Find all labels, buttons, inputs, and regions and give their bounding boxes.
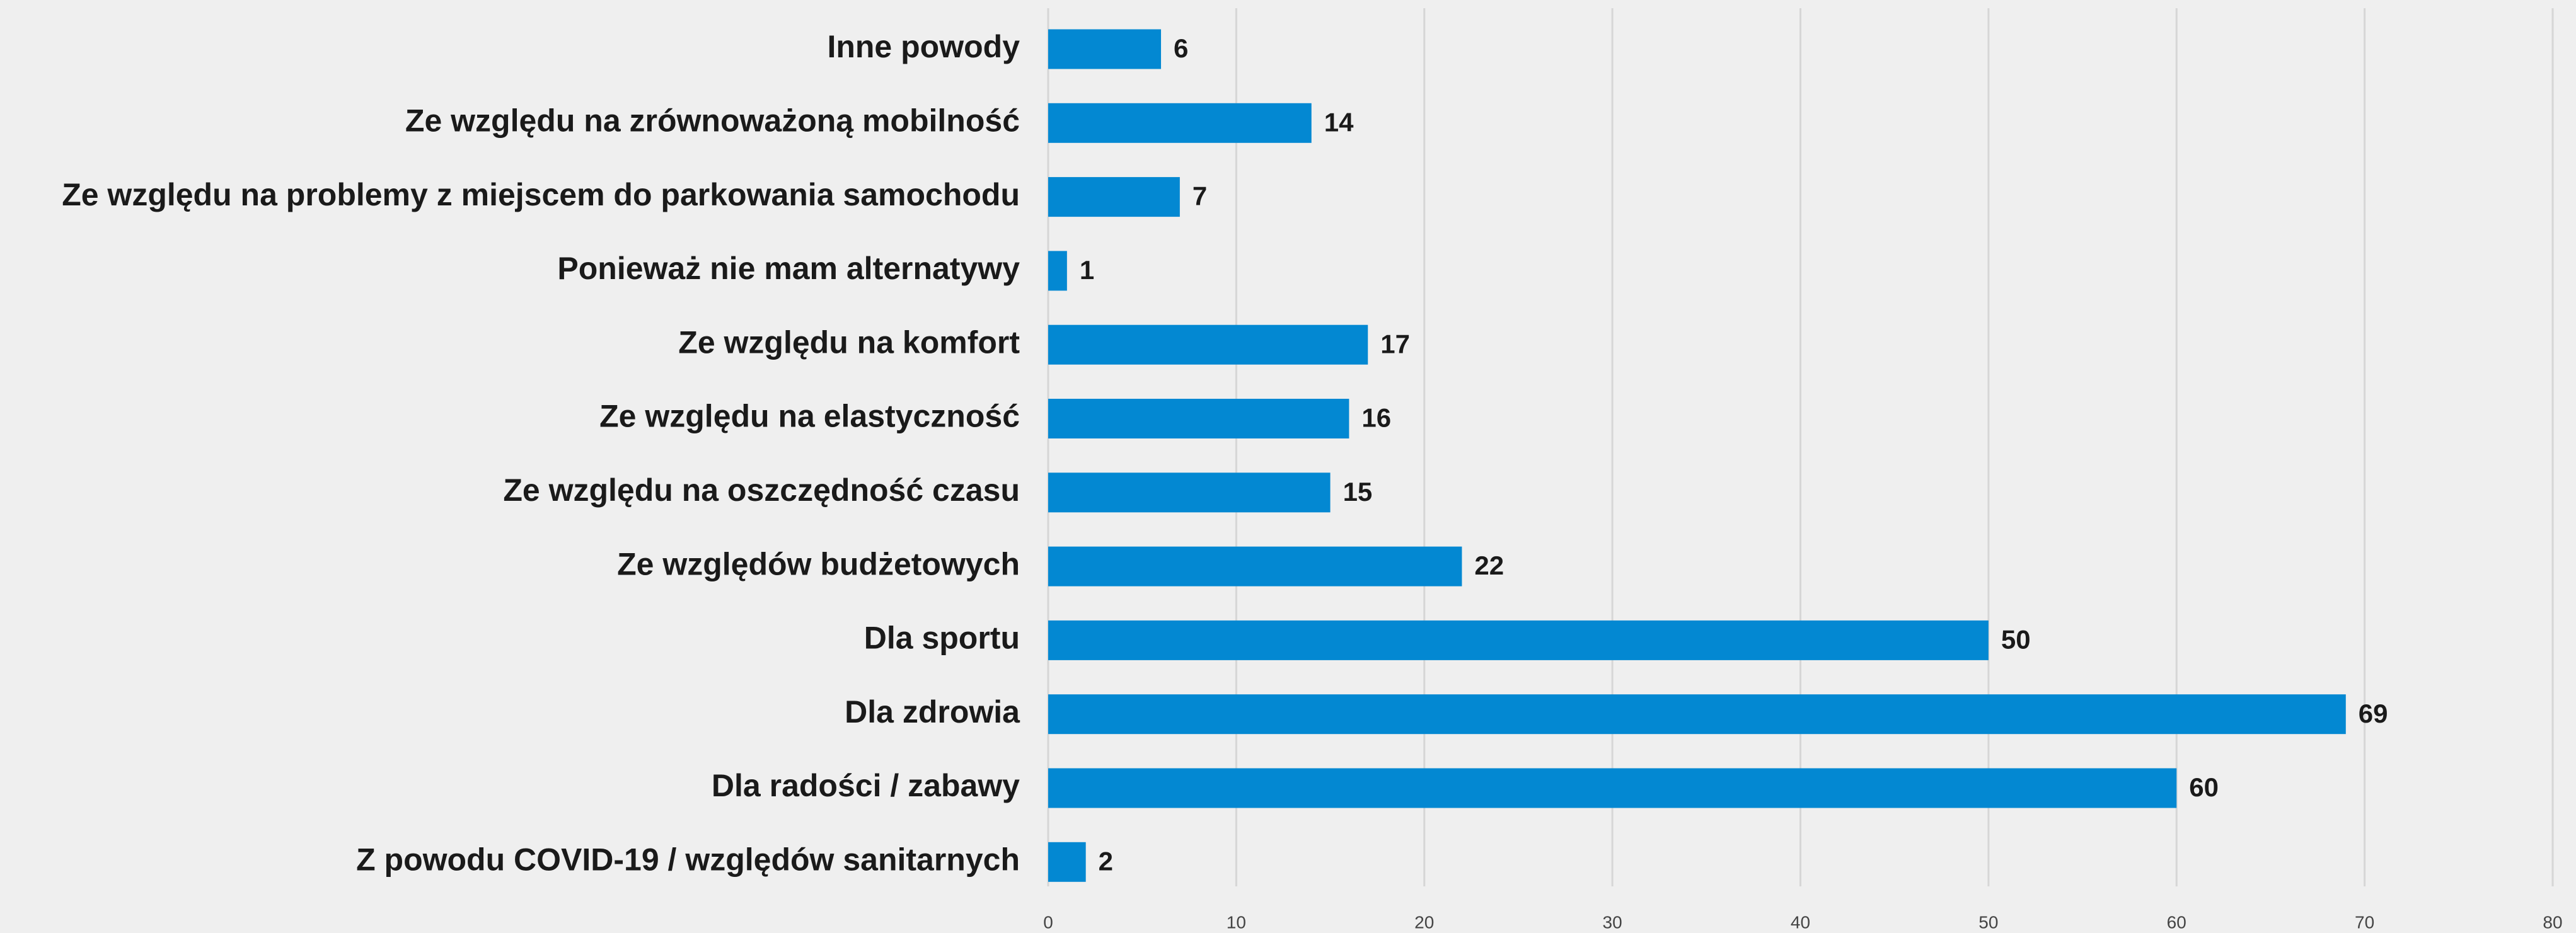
y-tick-label: Dla radości / zabawy xyxy=(712,768,1020,803)
y-tick-label: Ze względu na zrównoważoną mobilność xyxy=(405,103,1020,139)
bar xyxy=(1048,620,1989,660)
y-tick-label: Ze względu na komfort xyxy=(678,324,1020,360)
value-label: 50 xyxy=(2001,624,2031,654)
bar xyxy=(1048,472,1331,513)
value-label: 14 xyxy=(1324,107,1354,137)
x-tick-label: 80 xyxy=(2543,912,2562,932)
value-label: 15 xyxy=(1343,477,1373,507)
x-tick-label: 70 xyxy=(2355,912,2374,932)
y-tick-label: Ze względów budżetowych xyxy=(617,546,1020,581)
y-tick-label: Dla zdrowia xyxy=(845,694,1020,730)
bar xyxy=(1048,324,1368,365)
bar xyxy=(1048,399,1349,438)
bar xyxy=(1048,842,1086,882)
y-tick-label: Z powodu COVID-19 / względów sanitarnych xyxy=(356,842,1020,878)
x-tick-label: 30 xyxy=(1603,912,1622,932)
y-tick-label: Dla sportu xyxy=(864,621,1020,656)
y-tick-label: Ze względu na oszczędność czasu xyxy=(503,472,1020,508)
value-label: 7 xyxy=(1193,181,1207,211)
bar xyxy=(1048,768,2177,808)
x-tick-label: 40 xyxy=(1791,912,1810,932)
bar xyxy=(1048,251,1067,291)
bar xyxy=(1048,103,1312,143)
y-tick-label: Ponieważ nie mam alternatywy xyxy=(557,251,1020,286)
bar xyxy=(1048,546,1462,587)
value-label: 6 xyxy=(1174,33,1188,63)
value-label: 17 xyxy=(1380,329,1410,358)
value-label: 2 xyxy=(1099,846,1113,876)
value-label: 60 xyxy=(2189,772,2219,802)
value-label: 69 xyxy=(2359,699,2388,728)
x-tick-label: 20 xyxy=(1414,912,1434,932)
bar xyxy=(1048,177,1180,217)
value-label: 22 xyxy=(1474,551,1504,580)
x-tick-label: 50 xyxy=(1978,912,1998,932)
y-tick-label: Inne powody xyxy=(827,29,1020,64)
y-tick-label: Ze względu na problemy z miejscem do par… xyxy=(62,177,1020,212)
x-tick-label: 60 xyxy=(2167,912,2186,932)
x-tick-label: 10 xyxy=(1227,912,1246,932)
x-tick-label: 0 xyxy=(1043,912,1053,932)
bar xyxy=(1048,694,2346,735)
value-label: 16 xyxy=(1361,403,1391,433)
value-label: 1 xyxy=(1080,255,1094,285)
bar xyxy=(1048,29,1162,69)
y-tick-label: Ze względu na elastyczność xyxy=(599,399,1020,434)
